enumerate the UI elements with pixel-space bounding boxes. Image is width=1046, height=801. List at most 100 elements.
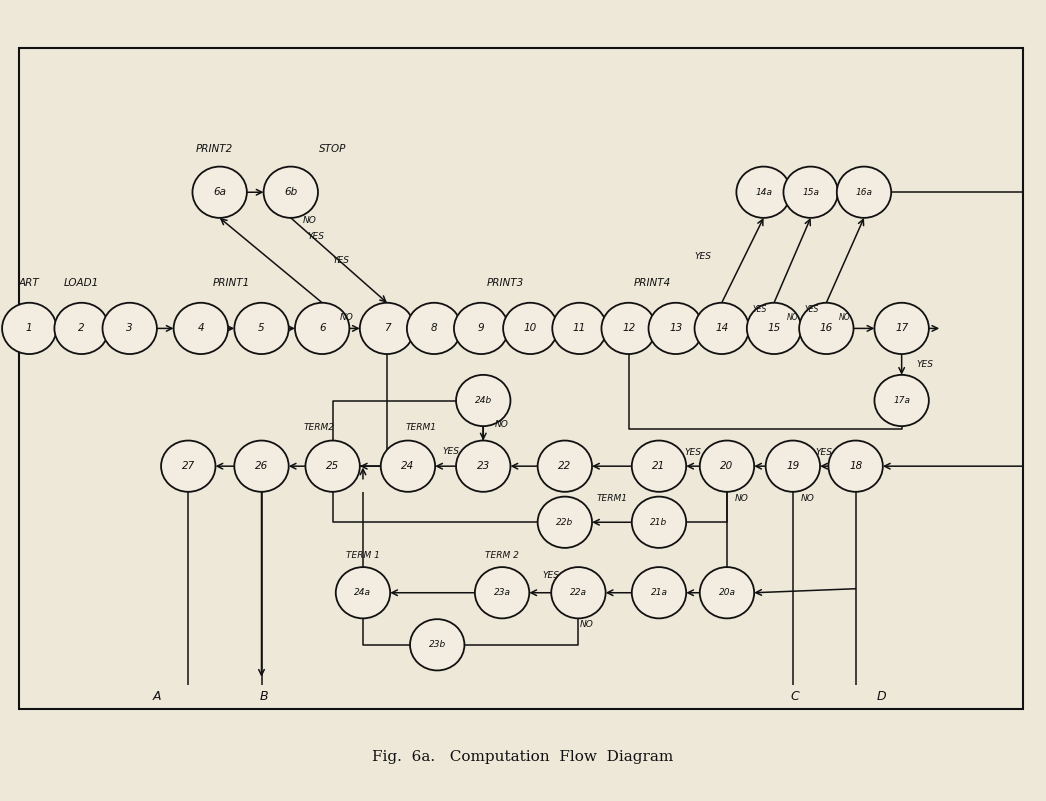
Ellipse shape <box>234 441 289 492</box>
Text: PRINT2: PRINT2 <box>196 144 233 154</box>
Text: D: D <box>877 690 887 703</box>
Text: 22b: 22b <box>556 517 573 527</box>
Text: 5: 5 <box>258 324 265 333</box>
Text: ART: ART <box>19 278 40 288</box>
Ellipse shape <box>234 303 289 354</box>
Text: 6a: 6a <box>213 187 226 197</box>
Ellipse shape <box>747 303 801 354</box>
Ellipse shape <box>799 303 854 354</box>
Ellipse shape <box>700 567 754 618</box>
Text: TERM1: TERM1 <box>406 423 437 433</box>
Text: NO: NO <box>734 493 749 503</box>
Text: 2: 2 <box>78 324 85 333</box>
Ellipse shape <box>695 303 749 354</box>
Ellipse shape <box>828 441 883 492</box>
Ellipse shape <box>632 497 686 548</box>
Text: YES: YES <box>442 447 459 457</box>
Text: 6: 6 <box>319 324 325 333</box>
Ellipse shape <box>766 441 820 492</box>
Text: PRINT1: PRINT1 <box>212 278 250 288</box>
Text: TERM 1: TERM 1 <box>346 551 380 561</box>
Text: YES: YES <box>333 256 349 265</box>
Text: 16: 16 <box>820 324 833 333</box>
Text: 17: 17 <box>895 324 908 333</box>
Text: 21a: 21a <box>651 588 667 598</box>
Text: NO: NO <box>839 312 851 322</box>
Ellipse shape <box>295 303 349 354</box>
Ellipse shape <box>103 303 157 354</box>
Ellipse shape <box>538 497 592 548</box>
Text: TERM1: TERM1 <box>596 493 628 503</box>
Text: 25: 25 <box>326 461 339 471</box>
Text: TERM2: TERM2 <box>303 423 335 433</box>
Text: A: A <box>153 690 161 703</box>
Text: YES: YES <box>916 360 933 369</box>
Text: 23a: 23a <box>494 588 510 598</box>
Ellipse shape <box>456 375 510 426</box>
Text: 12: 12 <box>622 324 635 333</box>
Text: 20a: 20a <box>719 588 735 598</box>
Ellipse shape <box>503 303 558 354</box>
Ellipse shape <box>649 303 703 354</box>
Text: YES: YES <box>308 231 324 241</box>
Text: YES: YES <box>804 304 819 314</box>
Ellipse shape <box>381 441 435 492</box>
Text: Fig.  6a.   Computation  Flow  Diagram: Fig. 6a. Computation Flow Diagram <box>372 750 674 764</box>
Ellipse shape <box>336 567 390 618</box>
Text: 11: 11 <box>573 324 586 333</box>
Text: 16a: 16a <box>856 187 872 197</box>
Ellipse shape <box>475 567 529 618</box>
Text: 8: 8 <box>431 324 437 333</box>
Text: 22a: 22a <box>570 588 587 598</box>
Text: NO: NO <box>579 620 594 630</box>
Ellipse shape <box>456 441 510 492</box>
Text: 1: 1 <box>26 324 32 333</box>
Text: 7: 7 <box>384 324 390 333</box>
Text: YES: YES <box>752 304 767 314</box>
Text: 21: 21 <box>653 461 665 471</box>
Text: 24b: 24b <box>475 396 492 405</box>
Ellipse shape <box>551 567 606 618</box>
Ellipse shape <box>632 441 686 492</box>
Text: YES: YES <box>684 448 702 457</box>
Ellipse shape <box>538 441 592 492</box>
Text: 26: 26 <box>255 461 268 471</box>
Ellipse shape <box>174 303 228 354</box>
Text: 4: 4 <box>198 324 204 333</box>
Ellipse shape <box>874 303 929 354</box>
Text: 17a: 17a <box>893 396 910 405</box>
Text: 24: 24 <box>402 461 414 471</box>
Ellipse shape <box>264 167 318 218</box>
Ellipse shape <box>54 303 109 354</box>
Text: 6b: 6b <box>285 187 297 197</box>
Ellipse shape <box>454 303 508 354</box>
Ellipse shape <box>837 167 891 218</box>
Text: NO: NO <box>339 312 354 322</box>
Text: 22: 22 <box>559 461 571 471</box>
Bar <box>19 48 1023 709</box>
Text: 3: 3 <box>127 324 133 333</box>
Text: 19: 19 <box>787 461 799 471</box>
Ellipse shape <box>700 441 754 492</box>
Text: NO: NO <box>495 420 509 429</box>
Ellipse shape <box>192 167 247 218</box>
Text: 10: 10 <box>524 324 537 333</box>
Text: 13: 13 <box>669 324 682 333</box>
Ellipse shape <box>410 619 464 670</box>
Ellipse shape <box>601 303 656 354</box>
Text: 24a: 24a <box>355 588 371 598</box>
Text: PRINT3: PRINT3 <box>487 278 524 288</box>
Text: 9: 9 <box>478 324 484 333</box>
Ellipse shape <box>632 567 686 618</box>
Text: YES: YES <box>542 570 560 580</box>
Ellipse shape <box>305 441 360 492</box>
Text: YES: YES <box>816 448 833 457</box>
Text: B: B <box>259 690 268 703</box>
Ellipse shape <box>552 303 607 354</box>
Ellipse shape <box>736 167 791 218</box>
Text: 18: 18 <box>849 461 862 471</box>
Text: 27: 27 <box>182 461 195 471</box>
Text: 15a: 15a <box>802 187 819 197</box>
Text: 23b: 23b <box>429 640 446 650</box>
Text: 21b: 21b <box>651 517 667 527</box>
